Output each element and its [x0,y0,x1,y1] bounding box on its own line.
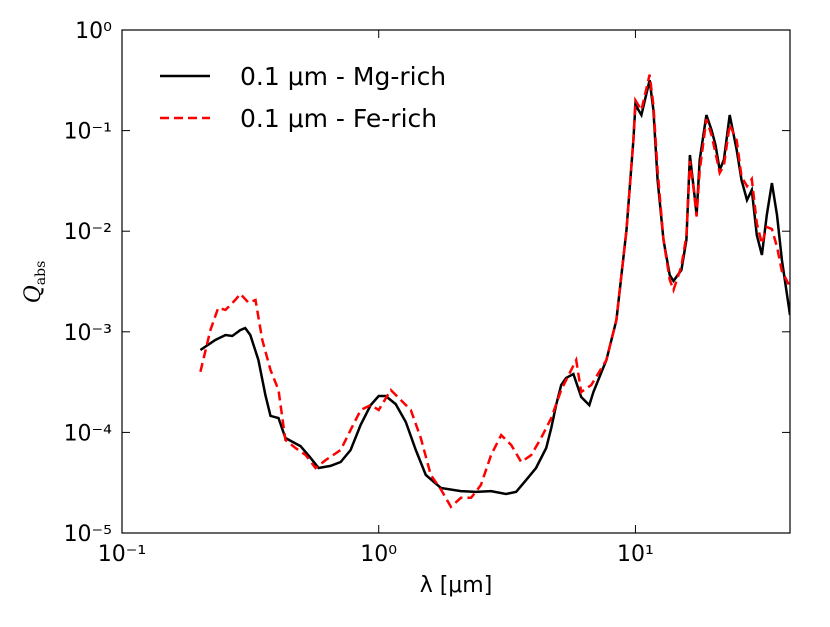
plot-frame [121,29,791,534]
y-tick-label: 10⁻⁴ [64,421,113,446]
y-tick-label: 10⁻² [64,220,112,245]
y-tick-label: 10⁻⁵ [64,522,112,547]
data-line [199,79,790,496]
y-tick-label: 10⁻³ [64,321,112,346]
y-axis-label: Qabs [21,261,49,304]
legend-label: 0.1 μm - Mg-rich [240,62,446,91]
y-tick-label: 10⁻¹ [64,120,112,145]
x-axis-label: λ [μm] [420,573,493,598]
data-line [199,74,790,509]
y-tick-label: 10⁰ [75,19,112,44]
x-tick-label: 10¹ [617,542,654,567]
legend-label: 0.1 μm - Fe-rich [240,104,437,133]
x-tick-label: 10⁻¹ [98,542,146,567]
x-tick-label: 10⁰ [360,542,397,567]
